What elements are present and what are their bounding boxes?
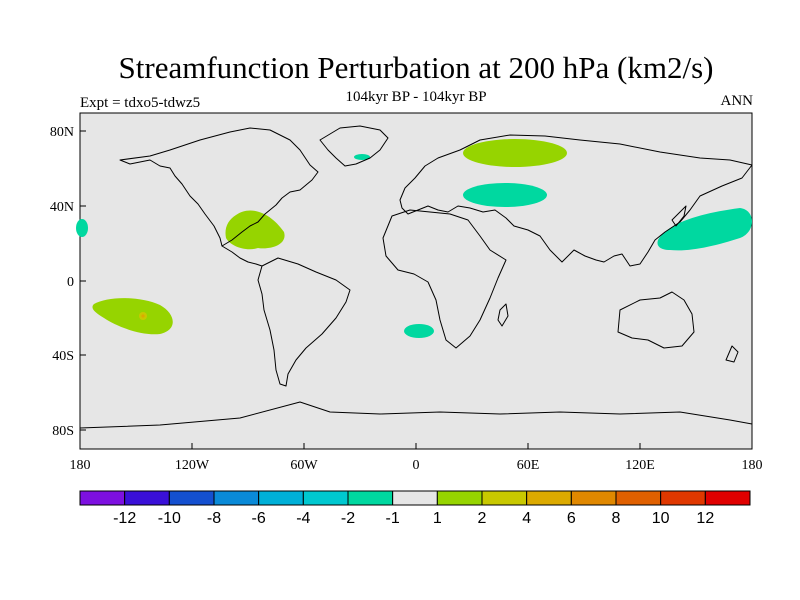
colorbar-label: -12 [113, 510, 136, 527]
coast-new-zealand [725, 345, 739, 363]
coastlines [79, 125, 753, 429]
colorbar-label: -10 [158, 510, 181, 527]
anomaly-siberia-positive [463, 139, 567, 167]
tick-marks [80, 130, 641, 449]
colorbar-swatch [302, 490, 349, 506]
anomaly-arctic-negative [354, 154, 370, 160]
anomaly-regions [76, 139, 752, 338]
xtick-label-120e: 120E [625, 458, 655, 473]
colorbar-label: -4 [296, 510, 310, 527]
colorbar-label: 1 [433, 510, 442, 527]
colorbar-swatch [436, 490, 483, 506]
colorbar-label: 8 [612, 510, 621, 527]
anomaly-south-atlantic-negative [404, 324, 434, 338]
colorbar-label: 4 [522, 510, 531, 527]
colorbar-swatch [615, 490, 662, 506]
colorbar-swatch [258, 490, 304, 506]
map-background [79, 112, 753, 450]
colorbar-swatch [347, 490, 394, 506]
xtick-label-60w: 60W [290, 458, 318, 473]
coast-africa [382, 209, 507, 349]
coast-greenland [319, 125, 389, 167]
colorbar: -12 -10 -8 -6 -4 -2 -1 1 2 4 6 8 10 12 [79, 490, 751, 527]
colorbar-swatch [660, 490, 706, 506]
anomaly-south-pacific-positive [92, 298, 173, 335]
coast-madagascar [497, 303, 509, 327]
colorbar-label: -6 [252, 510, 266, 527]
coast-australia [617, 291, 695, 349]
anomaly-north-america-positive [225, 210, 285, 250]
coast-eurasia [399, 134, 753, 267]
colorbar-swatch [213, 490, 260, 506]
ytick-label-40n: 40N [50, 200, 74, 215]
colorbar-swatch [481, 490, 528, 506]
colorbar-swatch [124, 490, 170, 506]
colorbar-label: 2 [478, 510, 487, 527]
anomaly-south-pacific-max [141, 314, 145, 318]
season-label: ANN [720, 93, 754, 109]
chart-subtitle: 104kyr BP - 104kyr BP [345, 89, 487, 105]
colorbar-swatch [168, 490, 215, 506]
ytick-label-80s: 80S [52, 424, 74, 439]
xtick-label-180-west: 180 [70, 458, 91, 473]
xtick-label-120w: 120W [175, 458, 210, 473]
colorbar-label: -2 [341, 510, 355, 527]
xtick-label-180-east: 180 [742, 458, 763, 473]
coast-south-america [257, 257, 351, 387]
xtick-label-60e: 60E [517, 458, 540, 473]
ytick-label-0: 0 [67, 275, 74, 290]
anomaly-west-edge-negative [76, 219, 88, 237]
coast-north-america [119, 127, 319, 247]
colorbar-swatch [79, 490, 126, 506]
colorbar-label: 6 [567, 510, 576, 527]
ytick-label-40s: 40S [52, 349, 74, 364]
colorbar-swatch [570, 490, 617, 506]
colorbar-label: -1 [386, 510, 400, 527]
chart-title: Streamfunction Perturbation at 200 hPa (… [118, 50, 714, 85]
xtick-label-0: 0 [413, 458, 420, 473]
colorbar-label: 10 [652, 510, 670, 527]
coast-japan [671, 205, 687, 227]
colorbar-label: -8 [207, 510, 221, 527]
experiment-label: Expt = tdxo5-tdwz5 [80, 95, 201, 111]
colorbar-swatch [392, 490, 438, 506]
colorbar-swatch [526, 490, 572, 506]
anomaly-pacific-negative [657, 208, 752, 251]
coast-central-america [221, 245, 263, 267]
coast-antarctica [79, 401, 753, 429]
anomaly-central-asia-negative [463, 183, 547, 207]
ytick-label-80n: 80N [50, 125, 74, 140]
colorbar-swatch [704, 490, 751, 506]
colorbar-label: 12 [696, 510, 714, 527]
